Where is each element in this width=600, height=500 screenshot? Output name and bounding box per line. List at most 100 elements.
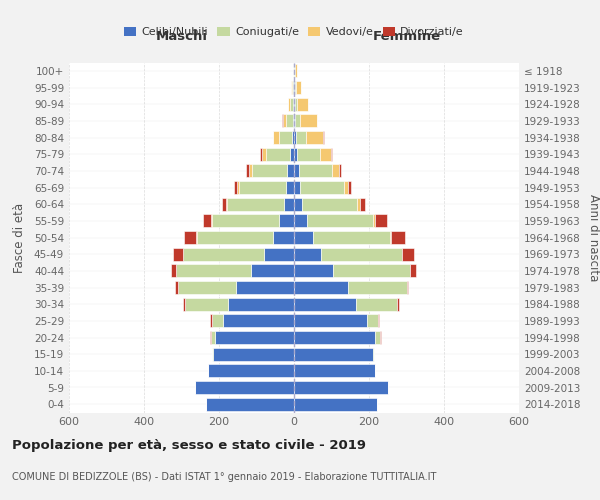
Bar: [251, 264, 294, 278]
Bar: [307, 214, 373, 228]
Bar: [294, 131, 296, 144]
Bar: [221, 198, 226, 210]
Bar: [294, 298, 356, 310]
Text: COMUNE DI BEDIZZOLE (BS) - Dati ISTAT 1° gennaio 2019 - Elaborazione TUTTITALIA.: COMUNE DI BEDIZZOLE (BS) - Dati ISTAT 1°…: [12, 472, 436, 482]
Bar: [212, 348, 214, 360]
Text: Maschi: Maschi: [155, 30, 208, 44]
Bar: [227, 198, 284, 210]
Bar: [301, 181, 343, 194]
Bar: [185, 298, 229, 310]
Bar: [356, 198, 359, 210]
Bar: [234, 181, 237, 194]
Bar: [203, 214, 211, 228]
Bar: [401, 248, 413, 260]
Bar: [294, 364, 374, 378]
Bar: [236, 281, 294, 294]
Bar: [294, 214, 307, 228]
Bar: [297, 98, 308, 110]
Bar: [226, 198, 227, 210]
Bar: [223, 314, 294, 328]
Bar: [287, 164, 294, 177]
Bar: [178, 281, 236, 294]
Bar: [294, 98, 295, 110]
Text: Popolazione per età, sesso e stato civile - 2019: Popolazione per età, sesso e stato civil…: [12, 440, 366, 452]
Bar: [247, 164, 248, 177]
Bar: [264, 248, 294, 260]
Bar: [293, 81, 294, 94]
Y-axis label: Anni di nascita: Anni di nascita: [587, 194, 600, 281]
Bar: [248, 164, 251, 177]
Bar: [260, 148, 262, 160]
Bar: [295, 114, 299, 128]
Bar: [293, 114, 294, 128]
Bar: [286, 181, 294, 194]
Bar: [292, 131, 294, 144]
Bar: [210, 331, 211, 344]
Bar: [296, 131, 306, 144]
Bar: [274, 131, 279, 144]
Bar: [296, 81, 301, 94]
Bar: [295, 81, 296, 94]
Bar: [343, 181, 348, 194]
Bar: [294, 231, 313, 244]
Bar: [359, 198, 365, 210]
Bar: [295, 64, 296, 78]
Text: Femmine: Femmine: [373, 30, 440, 44]
Bar: [297, 148, 320, 160]
Bar: [373, 348, 374, 360]
Bar: [284, 198, 294, 210]
Bar: [196, 231, 197, 244]
Bar: [290, 148, 294, 160]
Bar: [294, 198, 302, 210]
Bar: [294, 114, 295, 128]
Bar: [229, 298, 294, 310]
Bar: [290, 98, 293, 110]
Bar: [262, 148, 266, 160]
Bar: [294, 398, 377, 410]
Bar: [294, 148, 297, 160]
Bar: [172, 264, 176, 278]
Bar: [211, 214, 212, 228]
Bar: [294, 248, 321, 260]
Bar: [214, 348, 294, 360]
Bar: [410, 264, 416, 278]
Bar: [239, 181, 286, 194]
Bar: [211, 331, 215, 344]
Bar: [339, 164, 341, 177]
Bar: [331, 164, 339, 177]
Bar: [294, 164, 299, 177]
Bar: [306, 131, 323, 144]
Bar: [173, 248, 184, 260]
Bar: [272, 131, 274, 144]
Bar: [215, 331, 294, 344]
Bar: [294, 314, 367, 328]
Bar: [279, 214, 294, 228]
Bar: [373, 214, 374, 228]
Bar: [294, 348, 373, 360]
Bar: [212, 314, 223, 328]
Bar: [334, 264, 410, 278]
Bar: [348, 181, 351, 194]
Bar: [321, 248, 401, 260]
Bar: [206, 398, 294, 410]
Bar: [197, 231, 274, 244]
Bar: [274, 231, 294, 244]
Bar: [349, 281, 407, 294]
Bar: [377, 314, 379, 328]
Bar: [380, 331, 381, 344]
Bar: [212, 214, 279, 228]
Bar: [389, 231, 391, 244]
Bar: [374, 214, 386, 228]
Bar: [194, 381, 294, 394]
Bar: [286, 114, 293, 128]
Bar: [266, 148, 290, 160]
Bar: [283, 114, 286, 128]
Legend: Celibi/Nubili, Coniugati/e, Vedovi/e, Divorziati/e: Celibi/Nubili, Coniugati/e, Vedovi/e, Di…: [119, 22, 469, 42]
Bar: [294, 81, 295, 94]
Bar: [374, 331, 380, 344]
Bar: [299, 114, 317, 128]
Bar: [313, 231, 389, 244]
Bar: [294, 281, 349, 294]
Bar: [184, 298, 185, 310]
Bar: [302, 198, 356, 210]
